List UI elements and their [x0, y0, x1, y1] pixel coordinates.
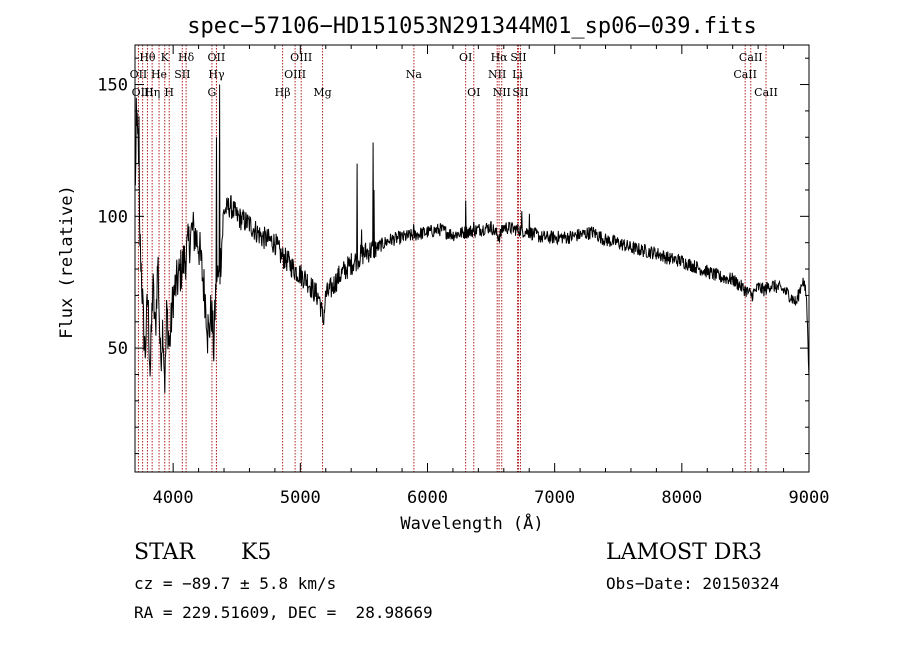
line-label: CaII	[733, 68, 757, 81]
line-label: He	[151, 68, 167, 81]
line-label: SII	[510, 51, 526, 64]
coordinates: RA = 229.51609, DEC = 28.98669	[134, 603, 433, 622]
line-label: CaII	[754, 86, 778, 99]
x-tick-label: 6000	[407, 488, 448, 508]
y-tick-label: 50	[108, 339, 128, 359]
line-label: OI	[459, 51, 472, 64]
y-tick-label: 100	[97, 207, 128, 227]
x-axis: 4000 5000 6000 7000 8000 9000	[153, 45, 830, 508]
x-tick-label: 8000	[661, 488, 702, 508]
line-label: Hα	[491, 51, 509, 64]
line-label: Mg	[313, 86, 331, 99]
line-label: CaII	[739, 51, 763, 64]
line-label: OIII	[132, 86, 154, 99]
line-label: NII	[493, 86, 511, 99]
object-class: STAR	[134, 540, 195, 565]
line-label: Na	[406, 68, 423, 81]
line-label: Hγ	[208, 68, 225, 81]
spectrum-line	[134, 84, 810, 393]
line-markers	[137, 45, 767, 472]
plot-frame	[134, 44, 810, 473]
chart-title: spec−57106−HD151053N291344M01_sp06−039.f…	[187, 14, 757, 39]
line-label: Hβ	[275, 86, 291, 99]
x-tick-label: 4000	[153, 488, 194, 508]
line-label: OII	[208, 51, 226, 64]
line-label: K	[161, 51, 170, 64]
line-label: Hθ	[139, 51, 156, 64]
line-label: OI	[467, 86, 480, 99]
y-axis-label: Flux (relative)	[57, 185, 77, 339]
line-label: H	[164, 86, 174, 99]
x-tick-label: 7000	[534, 488, 575, 508]
line-label: Hη	[144, 86, 160, 99]
line-label: NII	[488, 68, 506, 81]
x-axis-label: Wavelength (Å)	[400, 512, 543, 534]
y-axis: 50 100 150	[97, 57, 809, 455]
y-tick-label: 150	[97, 76, 128, 96]
observation-date: Obs−Date: 20150324	[606, 574, 780, 593]
survey-name: LAMOST DR3	[606, 540, 762, 565]
line-label: OIII	[290, 51, 312, 64]
line-label: SII	[174, 68, 190, 81]
line-label: G	[208, 86, 217, 99]
line-label: Hδ	[178, 51, 195, 64]
redshift-velocity: cz = −89.7 ± 5.8 km/s	[134, 574, 337, 593]
line-label: OII	[130, 68, 148, 81]
x-tick-label: 9000	[789, 488, 830, 508]
line-label: Li	[512, 68, 523, 81]
object-subclass: K5	[241, 540, 272, 565]
line-label: OIII	[284, 68, 306, 81]
x-tick-label: 5000	[280, 488, 321, 508]
line-label: SII	[512, 86, 528, 99]
